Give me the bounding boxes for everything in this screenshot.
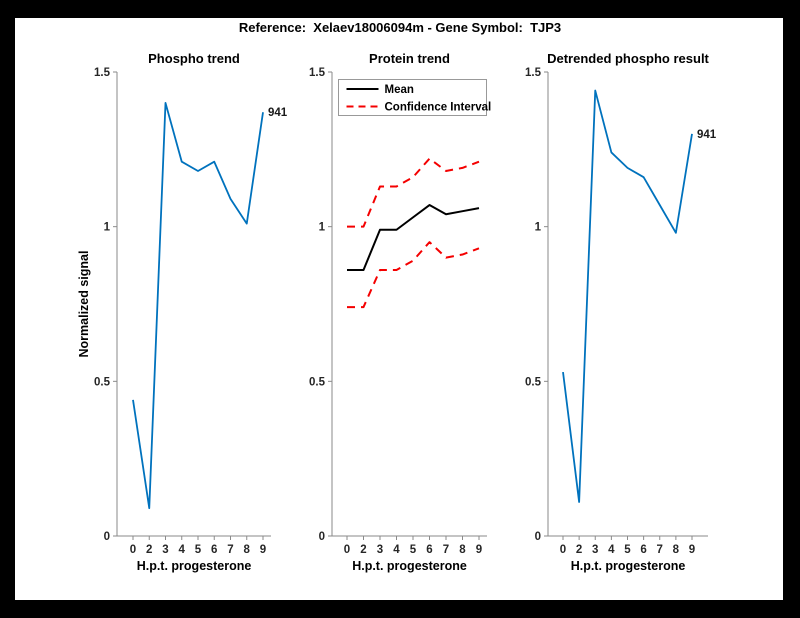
x-tick-label: 4 [608,544,615,556]
x-tick-label: 8 [673,544,680,556]
legend-label: Mean [385,84,414,96]
x-tick-label: 0 [560,544,566,556]
subplot-title: Phospho trend [148,51,240,66]
y-tick-label: 1 [535,222,542,234]
y-tick-label: 0.5 [94,376,111,388]
y-tick-label: 1.5 [309,67,326,79]
series-line [347,204,480,271]
x-tick-label: 9 [689,544,695,556]
x-tick-label: 0 [344,544,350,556]
legend-border [338,79,487,116]
x-tick-label: 5 [195,544,202,556]
x-tick-label: 2 [146,544,152,556]
endpoint-annotation: 941 [697,129,717,141]
y-tick-label: 1 [104,222,111,234]
x-tick-label: 9 [260,544,266,556]
x-axis-label: H.p.t. progesterone [352,559,467,573]
y-tick-label: 0 [104,531,110,543]
x-tick-label: 7 [227,544,233,556]
x-tick-label: 4 [179,544,186,556]
x-tick-label: 4 [393,544,400,556]
series-line [562,89,693,503]
y-tick-label: 0 [535,531,541,543]
x-tick-label: 7 [657,544,663,556]
x-tick-label: 2 [576,544,582,556]
x-tick-label: 3 [592,544,598,556]
y-tick-label: 0.5 [525,376,542,388]
subplot-title: Protein trend [369,51,450,66]
x-tick-label: 8 [244,544,251,556]
y-tick-label: 0 [319,531,325,543]
x-tick-label: 6 [211,544,217,556]
legend-label: Confidence Interval [385,102,492,114]
y-tick-label: 1.5 [94,67,111,79]
x-tick-label: 6 [640,544,646,556]
legend-box: Mean Confidence Interval [338,79,492,116]
subplot-title: Detrended phospho result [547,51,709,66]
x-tick-label: 6 [426,544,432,556]
y-tick-label: 0.5 [309,376,326,388]
x-tick-label: 5 [624,544,631,556]
x-tick-label: 7 [443,544,449,556]
x-tick-label: 0 [130,544,136,556]
y-tick-label: 1 [319,222,326,234]
series-line [347,241,480,309]
x-tick-label: 9 [476,544,482,556]
x-tick-label: 3 [162,544,168,556]
y-axis-label: Normalized signal [77,251,91,358]
x-tick-label: 2 [360,544,366,556]
series-line [132,102,264,510]
endpoint-annotation: 941 [268,107,288,119]
x-axis-label: H.p.t. progesterone [137,559,252,573]
series-line [347,157,480,228]
x-tick-label: 8 [459,544,466,556]
x-axis-label: H.p.t. progesterone [571,559,686,573]
figure-title: Reference: Xelaev18006094m - Gene Symbol… [238,20,562,35]
x-tick-label: 5 [410,544,417,556]
y-tick-label: 1.5 [525,67,542,79]
x-tick-label: 3 [377,544,383,556]
